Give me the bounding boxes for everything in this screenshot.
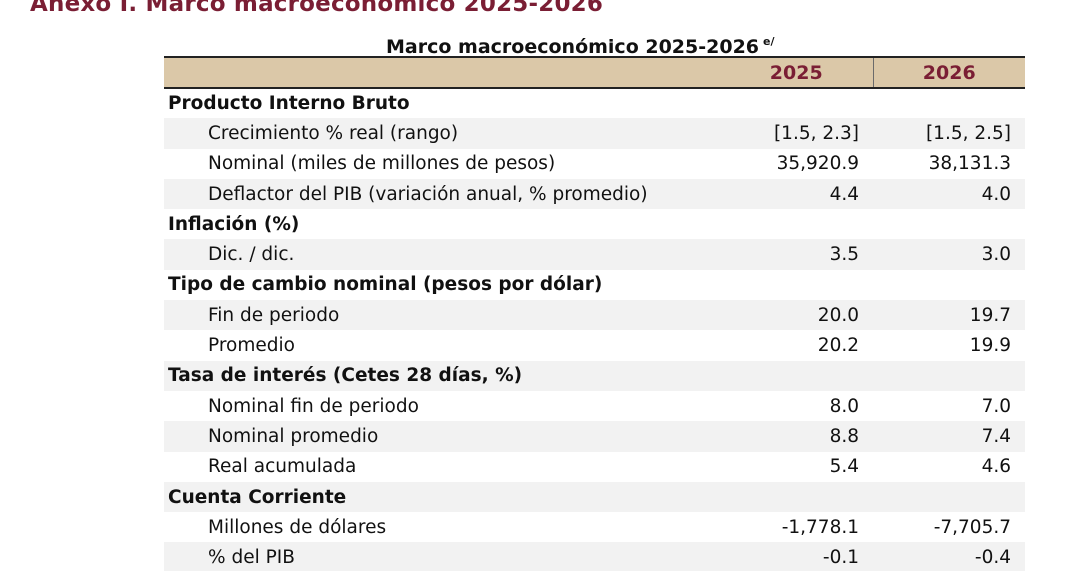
empty-cell (873, 481, 1025, 513)
value-2025: -0.1 (720, 542, 873, 571)
row-label: % del PIB (164, 542, 720, 571)
value-2026: -0.4 (873, 542, 1025, 571)
value-2025: 4.4 (720, 178, 873, 210)
empty-cell (873, 360, 1025, 391)
value-2026: 4.6 (873, 451, 1025, 482)
annex-heading: Anexo I. Marco macroeconómico 2025-2026 (30, 0, 604, 17)
table-title: Marco macroeconómico 2025-2026 e/ (386, 29, 775, 60)
empty-cell (873, 209, 1025, 240)
value-2026: 38,131.3 (873, 148, 1025, 179)
table-title-note: e/ (763, 35, 775, 48)
value-2026: [1.5, 2.5] (873, 118, 1025, 149)
empty-cell (720, 360, 873, 391)
row-label: Millones de dólares (164, 512, 720, 543)
value-2025: 35,920.9 (720, 148, 873, 179)
table-body: Producto Interno Bruto Crecimiento % real… (164, 88, 1025, 571)
table-row: Nominal promedio 8.8 7.4 (164, 421, 1025, 452)
table-title-text: Marco macroeconómico 2025-2026 (386, 36, 760, 58)
row-label: Dic. / dic. (164, 239, 720, 270)
row-label: Nominal fin de periodo (164, 390, 720, 422)
table-row: Nominal (miles de millones de pesos) 35,9… (164, 148, 1025, 179)
section-row: Inflación (%) (164, 209, 1025, 240)
empty-cell (873, 269, 1025, 301)
section-row: Cuenta Corriente (164, 481, 1025, 513)
table-row: Promedio 20.2 19.9 (164, 330, 1025, 361)
row-label: Nominal promedio (164, 421, 720, 452)
header-label-cell (164, 56, 720, 89)
table-row: Deflactor del PIB (variación anual, % pr… (164, 178, 1025, 210)
value-2026: 7.0 (873, 390, 1025, 422)
table-row: Dic. / dic. 3.5 3.0 (164, 239, 1025, 270)
section-label: Cuenta Corriente (164, 481, 720, 513)
column-header-2025: 2025 (720, 56, 874, 89)
empty-cell (720, 88, 873, 119)
section-label: Producto Interno Bruto (164, 88, 720, 119)
section-label: Inflación (%) (164, 209, 720, 240)
section-row: Tasa de interés (Cetes 28 días, %) (164, 360, 1025, 391)
row-label: Crecimiento % real (rango) (164, 118, 720, 149)
value-2026: 3.0 (873, 239, 1025, 270)
section-row: Producto Interno Bruto (164, 88, 1025, 119)
table-row: Real acumulada 5.4 4.6 (164, 451, 1025, 482)
value-2025: 8.0 (720, 390, 873, 422)
table-row: Fin de periodo 20.0 19.7 (164, 300, 1025, 331)
macro-framework-table: 2025 2026 Producto Interno Bruto Crecimie… (164, 56, 1025, 571)
value-2026: 4.0 (873, 178, 1025, 210)
table-row: % del PIB -0.1 -0.4 (164, 542, 1025, 571)
table-row: Crecimiento % real (rango) [1.5, 2.3] [1.5… (164, 118, 1025, 149)
column-header-2026: 2026 (873, 56, 1025, 89)
empty-cell (873, 88, 1025, 119)
value-2026: 19.9 (873, 330, 1025, 361)
value-2025: [1.5, 2.3] (720, 118, 873, 149)
row-label: Deflactor del PIB (variación anual, % pr… (164, 178, 720, 210)
empty-cell (720, 269, 873, 301)
value-2025: 20.0 (720, 300, 873, 331)
empty-cell (720, 481, 873, 513)
row-label: Fin de periodo (164, 300, 720, 331)
table-row: Nominal fin de periodo 8.0 7.0 (164, 390, 1025, 422)
section-row: Tipo de cambio nominal (pesos por dólar) (164, 269, 1025, 301)
value-2025: -1,778.1 (720, 512, 873, 543)
value-2026: 7.4 (873, 421, 1025, 452)
value-2025: 5.4 (720, 451, 873, 482)
value-2026: 19.7 (873, 300, 1025, 331)
row-label: Promedio (164, 330, 720, 361)
row-label: Real acumulada (164, 451, 720, 482)
section-label: Tasa de interés (Cetes 28 días, %) (164, 360, 720, 391)
row-label: Nominal (miles de millones de pesos) (164, 148, 720, 179)
section-label: Tipo de cambio nominal (pesos por dólar) (164, 269, 720, 301)
value-2025: 3.5 (720, 239, 873, 270)
value-2025: 8.8 (720, 421, 873, 452)
empty-cell (720, 209, 873, 240)
table-header-row: 2025 2026 (164, 56, 1025, 89)
value-2026: -7,705.7 (873, 512, 1025, 543)
table-row: Millones de dólares -1,778.1 -7,705.7 (164, 512, 1025, 543)
value-2025: 20.2 (720, 330, 873, 361)
